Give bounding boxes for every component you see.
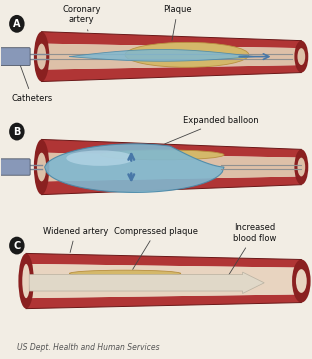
Ellipse shape: [292, 260, 311, 303]
Text: Coronary
artery: Coronary artery: [62, 5, 101, 31]
Text: Increased
blood flow: Increased blood flow: [226, 223, 277, 280]
FancyBboxPatch shape: [0, 48, 30, 65]
Text: Plaque: Plaque: [163, 5, 192, 40]
Text: C: C: [13, 241, 21, 251]
Ellipse shape: [297, 158, 305, 176]
Ellipse shape: [34, 139, 49, 195]
Ellipse shape: [18, 253, 34, 309]
Ellipse shape: [22, 264, 30, 298]
Text: US Dept. Health and Human Services: US Dept. Health and Human Services: [17, 343, 159, 352]
FancyBboxPatch shape: [0, 159, 30, 175]
Polygon shape: [41, 153, 301, 181]
Ellipse shape: [125, 42, 249, 67]
Text: B: B: [13, 127, 21, 136]
Ellipse shape: [37, 44, 46, 70]
Ellipse shape: [295, 41, 308, 73]
Text: Expanded balloon: Expanded balloon: [165, 116, 259, 144]
Text: Compressed plaque: Compressed plaque: [114, 227, 198, 269]
Polygon shape: [69, 50, 255, 61]
Polygon shape: [26, 253, 301, 268]
FancyArrow shape: [29, 272, 264, 294]
Text: Catheters: Catheters: [12, 63, 53, 103]
Circle shape: [9, 237, 25, 255]
Circle shape: [9, 15, 25, 33]
Polygon shape: [45, 144, 224, 192]
Ellipse shape: [34, 32, 49, 81]
Ellipse shape: [66, 150, 134, 166]
Ellipse shape: [69, 270, 181, 277]
Ellipse shape: [295, 149, 308, 185]
Ellipse shape: [297, 48, 305, 65]
Polygon shape: [41, 139, 301, 158]
Polygon shape: [26, 264, 301, 298]
Text: A: A: [13, 19, 21, 29]
Polygon shape: [41, 65, 301, 81]
Ellipse shape: [37, 153, 46, 181]
Polygon shape: [41, 176, 301, 195]
Text: Widened artery: Widened artery: [43, 227, 108, 252]
Polygon shape: [26, 294, 301, 309]
Polygon shape: [41, 44, 301, 70]
Circle shape: [9, 123, 25, 140]
Ellipse shape: [296, 269, 307, 293]
Ellipse shape: [100, 150, 224, 160]
Polygon shape: [41, 32, 301, 48]
